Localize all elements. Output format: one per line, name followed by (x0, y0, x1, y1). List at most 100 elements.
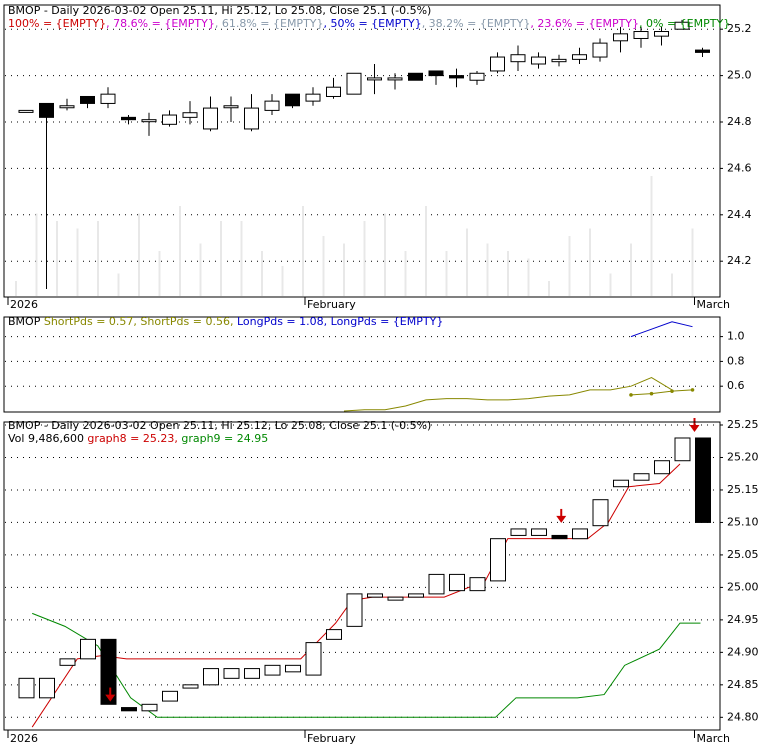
zoom-candle-13 (285, 664, 301, 673)
price-panel-x-labels: 2026 February March (7, 297, 731, 311)
zoom-label-6: 24.95 (727, 613, 759, 626)
indicator-dot-1-1 (649, 391, 654, 396)
indicator-legend-2: ShortPds = 0.56, (137, 315, 234, 328)
zoom-candle-2 (59, 658, 76, 666)
zoom-candle-7 (162, 690, 178, 702)
signal-arrow-head-0 (105, 694, 116, 702)
candle-body-2 (59, 105, 75, 109)
zoom-panel-legend: Vol 9,486,600 graph8 = 25.23, graph9 = 2… (8, 432, 268, 445)
zoom-candle-30 (633, 473, 650, 481)
zoom-label-2: 25.15 (727, 483, 759, 496)
price-panel-gridlines (5, 28, 716, 262)
fib-legend-1: , 78.6% = {EMPTY} (106, 17, 215, 30)
zoom-candle-1 (39, 677, 55, 699)
candle-body-20 (428, 70, 444, 77)
zoom-candle-22 (469, 577, 486, 592)
indicator-line-0 (343, 376, 673, 412)
zoom-candle-24 (510, 528, 527, 536)
zoom-candle-25 (531, 528, 547, 536)
zoom-candle-32 (674, 437, 691, 462)
zoom-panel-y-ticks: 25.25 25.20 25.15 25.10 25.05 25.00 24.95 24.90… (720, 418, 759, 723)
zoom-x-label-1: February (307, 732, 356, 745)
candle-body-13 (285, 93, 300, 107)
zoom-candle-5 (121, 707, 137, 712)
indicator-legend-4: LongPds = {EMPTY} (327, 315, 443, 328)
indicator-label-0: 1.0 (727, 330, 745, 343)
candle-body-22 (469, 72, 485, 81)
zoom-x-label-0: 2026 (10, 732, 38, 745)
price-label-1: 25.0 (727, 69, 752, 82)
candle-body-27 (572, 54, 587, 60)
zoom-candle-27 (572, 528, 588, 540)
zoom-candle-19 (408, 593, 424, 598)
zoom-candle-21 (449, 573, 465, 592)
fib-legend-6: , 0% = {EMPTY} (639, 17, 730, 30)
zoom-candle-26 (551, 534, 568, 540)
candle-body-15 (326, 86, 341, 97)
candle-body-16 (346, 72, 362, 95)
indicator-lines (343, 321, 695, 412)
fibonacci-legend: 100% = {EMPTY}, 78.6% = {EMPTY}, 61.8% =… (8, 17, 730, 30)
zoom-candle-20 (428, 573, 445, 595)
zoom-candle-17 (367, 593, 383, 598)
candle-body-11 (244, 107, 259, 130)
price-label-2: 24.8 (727, 115, 752, 128)
price-label-3: 24.6 (727, 161, 752, 174)
candle-body-25 (531, 56, 546, 65)
fib-legend-3: , 50% = {EMPTY} (324, 17, 422, 30)
volume-bars (15, 176, 694, 296)
price-candles (18, 19, 710, 290)
zoom-panel-x-labels: 2026 February March (7, 730, 731, 745)
fib-legend-5: , 23.6% = {EMPTY} (530, 17, 639, 30)
indicator-panel-frame (3, 316, 721, 413)
zoom-x-label-2: March (697, 732, 731, 745)
indicator-dot-1-2 (670, 389, 674, 393)
candle-body-5 (121, 116, 136, 121)
price-x-label-1: February (307, 298, 356, 311)
candle-body-19 (408, 72, 423, 81)
fib-legend-4: , 38.2% = {EMPTY} (422, 17, 531, 30)
zoom-panel-title: BMOP - Daily 2026-03-02 Open 25.11, Hi 2… (8, 419, 431, 432)
candle-body-30 (633, 31, 649, 39)
zoom-panel-frame (3, 421, 721, 731)
signal-arrow-head-1 (556, 515, 567, 523)
zoom-label-3: 25.10 (727, 515, 759, 528)
indicator-dot-1-3 (690, 388, 695, 392)
price-panel-title: BMOP - Daily 2026-03-02 Open 25.11, Hi 2… (8, 4, 431, 17)
zoom-label-4: 25.05 (727, 548, 759, 561)
price-x-label-0: 2026 (10, 298, 38, 311)
price-panel-y-ticks: 25.2 25.0 24.8 24.6 24.4 24.2 (720, 22, 752, 267)
zoom-candle-8 (182, 684, 199, 689)
candle-body-14 (305, 93, 321, 102)
candle-body-31 (654, 31, 669, 37)
zoom-candle-11 (244, 668, 260, 679)
zoom-panel-candles (18, 437, 711, 712)
zoom-candle-12 (264, 664, 281, 676)
zoom-candle-10 (223, 668, 240, 679)
price-x-label-2: March (697, 298, 731, 311)
candle-body-1 (39, 102, 54, 118)
zoom-candle-33 (695, 437, 711, 523)
indicator-panel-y-ticks: 1.0 0.8 0.6 (720, 330, 745, 392)
fib-legend-0: 100% = {EMPTY} (8, 17, 106, 30)
zoom-label-1: 25.20 (727, 450, 759, 463)
indicator-legend-0: BMOP (8, 315, 41, 328)
candle-body-0 (18, 109, 34, 113)
candle-body-32 (674, 21, 690, 30)
candle-body-28 (592, 42, 608, 58)
zoom-candle-9 (203, 668, 219, 686)
indicator-panel-gridlines (5, 336, 716, 387)
price-panel-frame (3, 4, 721, 298)
zoom-candle-18 (387, 596, 404, 601)
candle-body-21 (449, 75, 464, 79)
zoom-candle-15 (326, 629, 342, 640)
candle-body-17 (367, 77, 382, 81)
signal-arrow-head-2 (689, 424, 700, 432)
candle-body-33 (695, 49, 710, 53)
candle-body-4 (100, 93, 116, 104)
zoom-candle-28 (592, 499, 609, 527)
zoom-label-5: 25.00 (727, 580, 759, 593)
indicator-legend: BMOP ShortPds = 0.57, ShortPds = 0.56, L… (8, 315, 443, 328)
zoom-label-7: 24.90 (727, 645, 759, 658)
indicator-dot-1-0 (629, 393, 633, 397)
